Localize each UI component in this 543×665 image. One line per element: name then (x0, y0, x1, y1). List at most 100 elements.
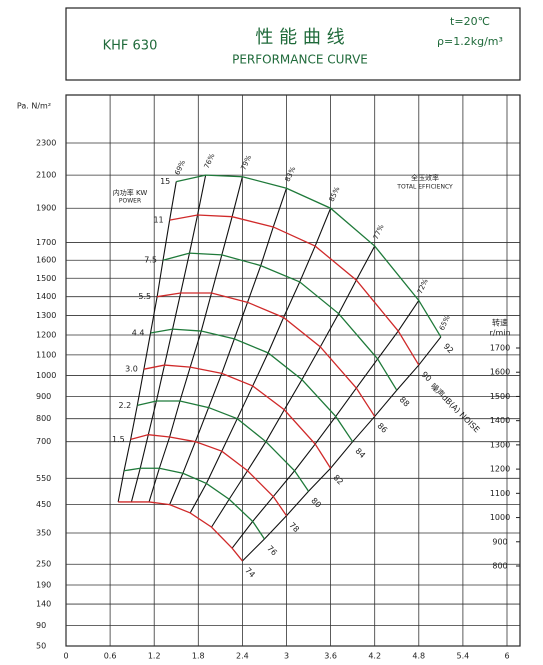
y-tick-label: 190 (36, 581, 51, 590)
y2-tick-label: 1700 (490, 344, 510, 353)
power-value: 5.5 (138, 292, 151, 301)
efficiency-line (148, 176, 243, 503)
efficiency-line (130, 174, 207, 503)
y-tick-label: 1700 (36, 238, 56, 247)
pressure-curve (143, 364, 332, 469)
y-tick-label: 1900 (36, 204, 56, 213)
pressure-curve (176, 174, 442, 338)
y-tick-label: 250 (36, 560, 51, 569)
power-value: 4.4 (132, 329, 145, 338)
y-tick-label: 1200 (36, 330, 56, 339)
condition: t=20℃ (450, 15, 490, 28)
efficiency-line (189, 208, 332, 514)
y-tick-label: 1000 (36, 371, 56, 380)
pressure-curve (162, 252, 398, 391)
pressure-curve (150, 328, 354, 443)
header-box (65, 7, 521, 81)
noise-label: 噪声dB(A) NOISE (429, 381, 482, 434)
noise-value: 84 (353, 446, 367, 460)
efficiency-line (242, 336, 442, 562)
y2-axis-label: r/min (489, 329, 510, 338)
power-value: 7.5 (144, 256, 157, 265)
pressure-curve (157, 292, 376, 417)
x-tick-label: 4.2 (368, 652, 381, 661)
y2-tick-label: 800 (492, 562, 507, 571)
noise-value: 78 (287, 521, 301, 535)
efficiency-line (117, 181, 177, 503)
x-tick-label: 1.8 (192, 652, 205, 661)
y2-tick-label: 1300 (490, 440, 510, 449)
x-tick-label: 0 (63, 652, 68, 661)
chart-title: 性 能 曲 线 (255, 27, 344, 48)
y-tick-label: 90 (36, 621, 46, 630)
y2-tick-label: 1000 (490, 513, 510, 522)
efficiency-value: 79% (239, 154, 253, 172)
efficiency-value: 76% (203, 152, 217, 170)
noise-value: 90 (420, 370, 434, 384)
pressure-curve (130, 434, 288, 517)
y-tick-label: 900 (36, 392, 51, 401)
y-tick-label: 700 (36, 437, 51, 446)
noise-value: 74 (243, 566, 257, 580)
condition: ρ=1.2kg/m³ (437, 35, 503, 48)
y-tick-label: 50 (36, 642, 46, 651)
y2-tick-label: 1100 (490, 489, 510, 498)
x-tick-label: 6 (504, 652, 509, 661)
power-label: 内功率 KW (113, 188, 148, 197)
x-tick-label: 4.8 (412, 652, 425, 661)
x-tick-label: 0.6 (104, 652, 117, 661)
y-axis-label: Pa. N/m² (17, 102, 51, 111)
x-tick-label: 3 (284, 652, 289, 661)
y-tick-label: 800 (36, 414, 51, 423)
y-tick-label: 2100 (36, 171, 56, 180)
y-tick-label: 1600 (36, 256, 56, 265)
y2-tick-label: 900 (492, 537, 507, 546)
pressure-curve (137, 400, 310, 492)
pressure-curve (118, 501, 243, 562)
model: KHF 630 (103, 39, 158, 54)
y-tick-label: 2300 (36, 139, 56, 148)
y-tick-label: 1100 (36, 350, 56, 359)
y2-tick-label: 1400 (490, 416, 510, 425)
y-tick-label: 1400 (36, 292, 56, 301)
power-value: 1.5 (112, 435, 125, 444)
noise-value: 86 (376, 421, 390, 435)
y2-tick-label: 1600 (490, 368, 510, 377)
y2-axis-label: 转速 (492, 318, 508, 328)
efficiency-value: 83% (284, 165, 298, 183)
power-value: 11 (153, 216, 163, 225)
efficiency-line (211, 245, 376, 528)
pressure-curve (123, 467, 265, 540)
x-tick-label: 3.6 (324, 652, 337, 661)
noise-value: 88 (398, 395, 412, 409)
y2-tick-label: 1500 (490, 392, 510, 401)
y-tick-label: 450 (36, 500, 51, 509)
y2-tick-label: 1200 (490, 465, 510, 474)
noise-value: 80 (309, 496, 323, 510)
chart-subtitle: PERFORMANCE CURVE (232, 53, 368, 67)
efficiency-line (169, 188, 288, 505)
y-tick-label: 140 (36, 600, 51, 609)
pressure-curve (169, 214, 420, 366)
power-value: 3.0 (125, 365, 138, 374)
efficiency-value: 85% (328, 185, 342, 203)
y-tick-label: 550 (36, 474, 51, 483)
power-value: 2.2 (119, 401, 132, 410)
power-label: POWER (119, 198, 141, 205)
noise-value: 82 (331, 473, 345, 487)
efficiency-value: 77% (372, 223, 386, 241)
y-tick-label: 1300 (36, 311, 56, 320)
efficiency-line (231, 300, 420, 549)
efficiency-value: 65% (438, 314, 452, 332)
efficiency-label: 全压效率 (411, 173, 439, 182)
x-tick-label: 1.2 (148, 652, 161, 661)
efficiency-value: 69% (173, 159, 187, 177)
power-value: 15 (160, 177, 170, 186)
x-tick-label: 2.4 (236, 652, 249, 661)
y-tick-label: 350 (36, 529, 51, 538)
y-tick-label: 1500 (36, 274, 56, 283)
noise-value: 92 (442, 342, 456, 356)
noise-value: 76 (265, 544, 279, 558)
efficiency-value: 72% (416, 277, 430, 295)
